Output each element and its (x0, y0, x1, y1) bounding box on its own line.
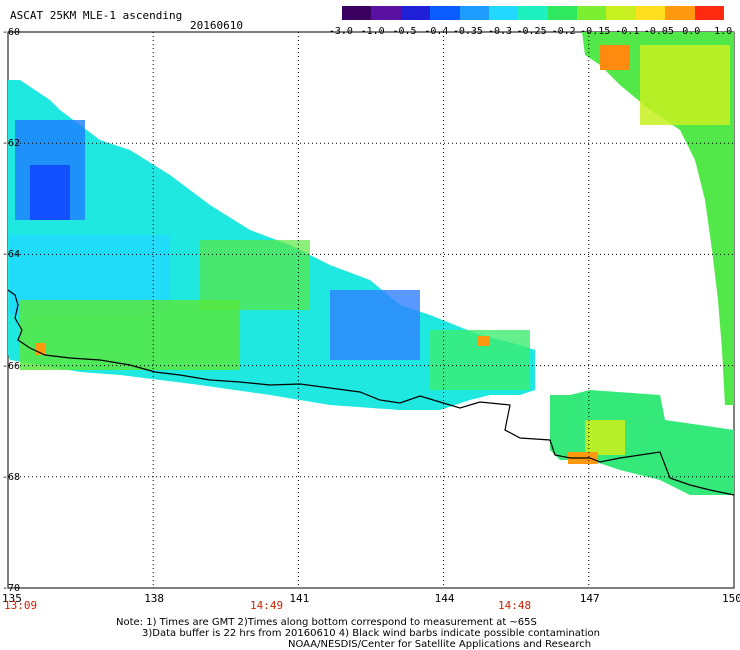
patch-blue-central (330, 290, 420, 360)
coastline (7, 289, 735, 496)
graticule (8, 32, 734, 588)
map-date: 20160610 (190, 19, 243, 32)
colorbar-label: -0.25 (516, 26, 547, 37)
colorbar-swatch (459, 6, 490, 20)
colorbar-swatch (606, 6, 637, 20)
latitude-label: -70 (2, 583, 21, 594)
colorbar-label: -0.35 (452, 26, 483, 37)
latitude-label: -68 (2, 471, 21, 483)
colorbar-swatch (577, 6, 607, 20)
latitude-label: -62 (2, 138, 21, 150)
longitude-label: 144 (434, 592, 455, 605)
colorbar-swatch (342, 6, 372, 20)
colorbar-label: -0.05 (643, 26, 674, 37)
colorbar-swatch (518, 6, 549, 20)
swath-central (550, 390, 734, 495)
colorbar (342, 6, 725, 20)
latitude-label: -66 (2, 360, 21, 372)
colorbar-label: 1.0 (714, 26, 733, 37)
patch-orange-east (600, 45, 630, 70)
note-line-1: Note: 1) Times are GMT 2)Times along bot… (116, 617, 537, 628)
swath-east (582, 32, 734, 405)
note-line-3: NOAA/NESDIS/Center for Satellite Applica… (288, 639, 592, 650)
colorbar-label: 0.0 (682, 26, 701, 37)
time-label: 13:09 (4, 599, 38, 612)
patch-orange-mid (478, 336, 490, 346)
time-label: 14:48 (498, 599, 532, 612)
colorbar-label: -0.5 (392, 26, 417, 37)
longitude-label: 141 (289, 592, 310, 605)
map-title: ASCAT 25KM MLE-1 ascending (10, 9, 183, 22)
colorbar-label: -0.3 (487, 26, 513, 37)
longitude-label: 138 (144, 592, 165, 605)
note-line-2: 3)Data buffer is 22 hrs from 20160610 4)… (142, 628, 600, 639)
colorbar-swatch (635, 6, 666, 20)
colorbar-swatch (430, 6, 461, 20)
latitude-label: -64 (2, 249, 21, 261)
patch-yellow-central (585, 420, 625, 455)
colorbar-swatch (665, 6, 696, 20)
patch-green-west (20, 300, 240, 370)
latitude-label: -60 (2, 27, 21, 38)
colorbar-label: -0.15 (580, 26, 611, 37)
colorbar-swatch (371, 6, 402, 20)
patch-green-central (200, 240, 310, 310)
time-label: 14:49 (250, 599, 284, 612)
colorbar-label: -0.2 (551, 26, 576, 37)
colorbar-label: -3.0 (328, 26, 353, 37)
colorbar-label: -0.1 (615, 26, 640, 37)
longitude-label: 135 (2, 592, 22, 605)
patch-yellow-east (640, 45, 730, 125)
colorbar-label: -0.4 (424, 26, 449, 37)
patch-orange-w (35, 343, 45, 355)
patch-low-west-core (30, 165, 70, 220)
colorbar-swatch (400, 6, 431, 20)
longitude-label: 150 (722, 592, 740, 605)
colorbar-swatch (694, 6, 725, 20)
colorbar-label: -1.0 (360, 26, 385, 37)
longitude-label: 147 (579, 592, 600, 605)
colorbar-swatch (488, 6, 519, 20)
colorbar-swatch (547, 6, 578, 20)
value-patches (10, 45, 730, 464)
